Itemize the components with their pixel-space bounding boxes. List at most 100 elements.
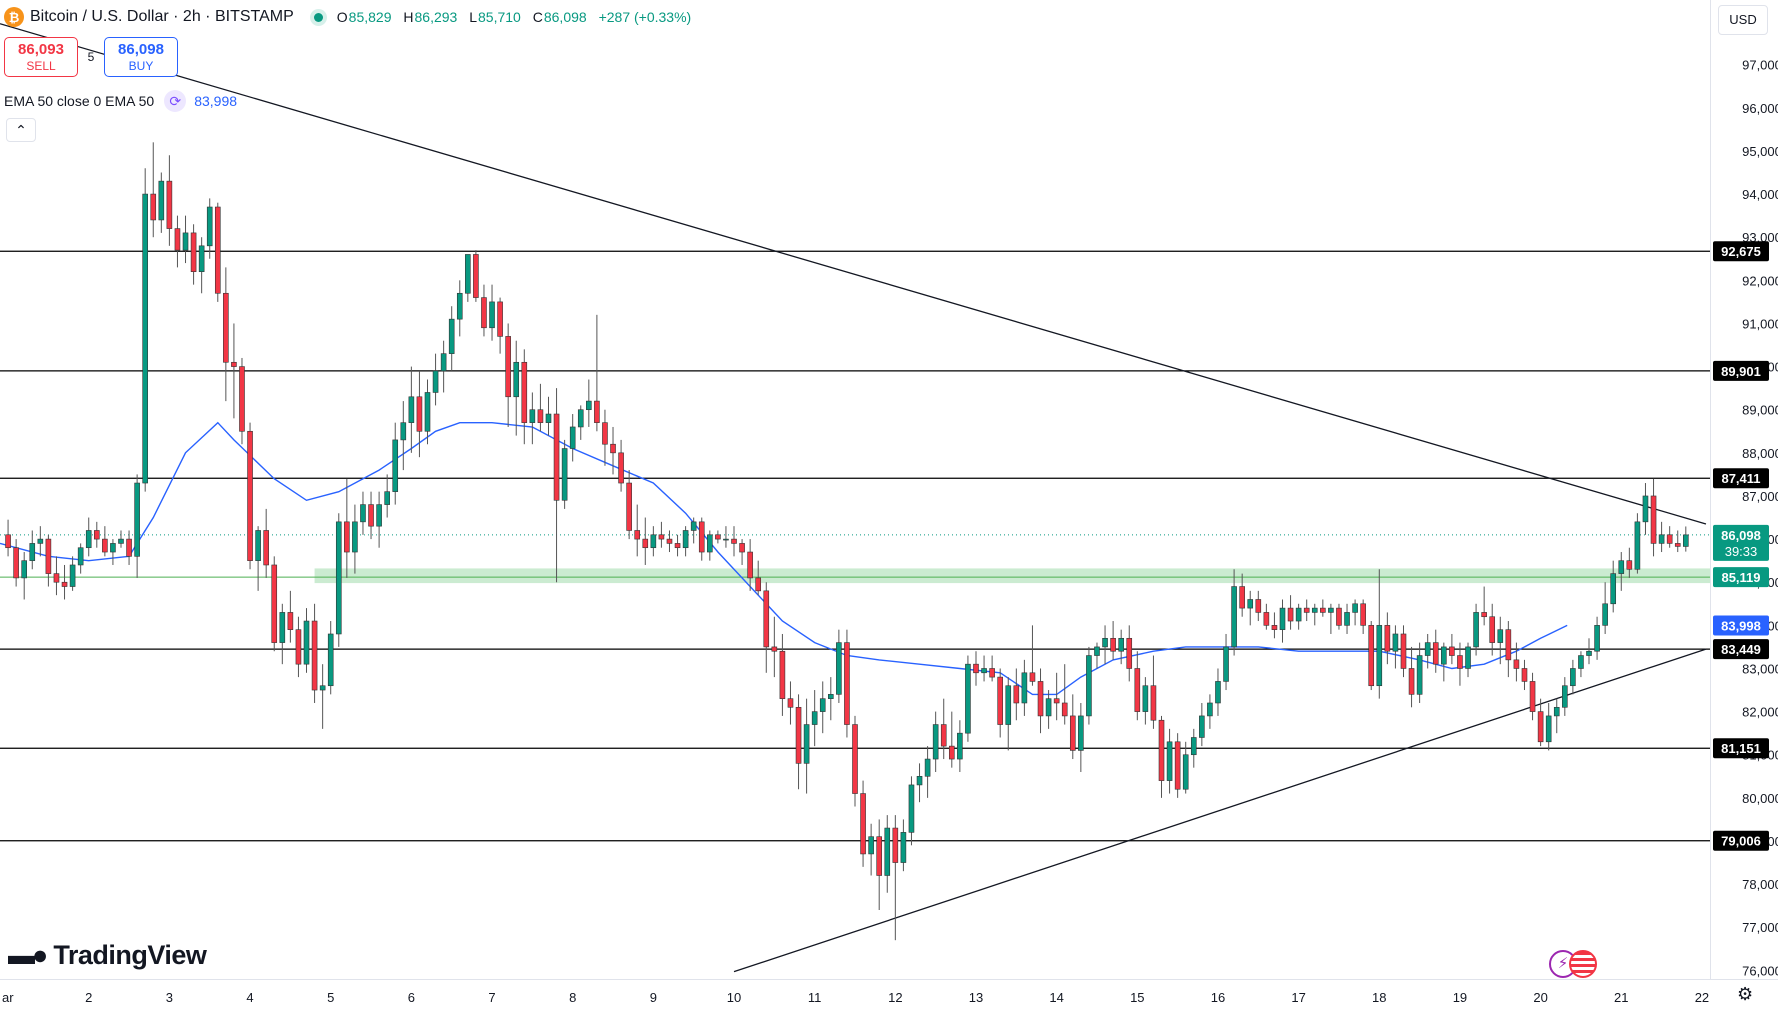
candle-body xyxy=(1658,534,1665,544)
candle xyxy=(626,470,632,540)
candle-body xyxy=(787,698,794,708)
candle xyxy=(271,556,278,652)
candle-body xyxy=(126,538,132,557)
price-level-tag-text: 92,675 xyxy=(1721,244,1761,259)
candle xyxy=(682,526,689,557)
candle-body xyxy=(1344,612,1350,626)
candle-body xyxy=(1416,655,1423,695)
candle-body xyxy=(900,832,907,863)
candle-body xyxy=(174,228,181,251)
candle-body xyxy=(1255,599,1262,613)
candle-body xyxy=(658,534,665,540)
candle xyxy=(1400,625,1407,678)
candle xyxy=(634,504,641,557)
time-tick-label: 8 xyxy=(569,990,576,1005)
candle xyxy=(239,357,245,445)
candle-body xyxy=(698,521,705,553)
price-level-tag-bg xyxy=(1713,830,1769,851)
price-level-tag: 81,151 xyxy=(1713,738,1769,759)
symbol-title[interactable]: Bitcoin / U.S. Dollar · 2h · BITSTAMP xyxy=(30,8,294,25)
candle xyxy=(198,237,205,294)
time-tick-label: 7 xyxy=(488,990,495,1005)
candle xyxy=(190,224,197,285)
candle xyxy=(335,513,342,647)
candle-body xyxy=(997,676,1003,725)
candle-body xyxy=(5,534,11,549)
candle xyxy=(448,306,455,371)
candle-body xyxy=(650,534,657,549)
candle-body xyxy=(594,400,600,423)
candle xyxy=(948,711,955,768)
candle-body xyxy=(932,724,939,760)
candle xyxy=(1473,603,1479,656)
candle-body xyxy=(1303,607,1310,613)
news-icons[interactable]: ⚡ xyxy=(1549,950,1597,978)
candle xyxy=(376,491,382,548)
candle xyxy=(424,379,431,445)
candle xyxy=(29,530,36,570)
buy-button[interactable]: 86,098 BUY xyxy=(104,37,178,77)
candle-body xyxy=(1521,668,1528,682)
candle-body xyxy=(1110,637,1116,652)
candle xyxy=(1037,668,1044,734)
candle-body xyxy=(166,180,173,229)
candle-body xyxy=(1368,625,1375,687)
candle-body xyxy=(456,292,463,320)
candle xyxy=(884,815,891,893)
candle xyxy=(1102,625,1108,665)
candle xyxy=(1602,582,1608,634)
candle xyxy=(1271,612,1278,639)
candle xyxy=(1263,603,1270,630)
candle xyxy=(1642,483,1649,535)
time-tick-label: 20 xyxy=(1533,990,1547,1005)
candle xyxy=(1360,599,1366,634)
candle xyxy=(545,396,552,436)
candle xyxy=(1674,530,1681,553)
candle xyxy=(1336,603,1342,630)
ema-legend[interactable]: EMA 50 close 0 EMA 50 ⟳ 83,998 xyxy=(4,90,237,112)
candle xyxy=(594,314,600,432)
symbol-header: ₿ Bitcoin / U.S. Dollar · 2h · BITSTAMP … xyxy=(4,6,699,28)
gear-icon[interactable]: ⚙ xyxy=(1737,984,1754,1004)
price-level-tag: 83,449 xyxy=(1713,639,1769,660)
candle-body xyxy=(739,543,745,553)
candle xyxy=(1303,599,1310,622)
candle-body xyxy=(1150,685,1157,721)
candle xyxy=(610,426,616,475)
candle-body xyxy=(1158,719,1165,781)
candle xyxy=(1150,655,1157,729)
candle-body xyxy=(723,538,729,541)
candle-body xyxy=(1578,655,1584,669)
candle-body xyxy=(295,629,302,665)
candle xyxy=(1207,694,1213,729)
reload-icon[interactable]: ⟳ xyxy=(164,90,187,112)
price-tick-label: 95,000 xyxy=(1742,144,1778,159)
candle-body xyxy=(561,448,568,501)
candle-body xyxy=(1086,655,1092,717)
candle-body xyxy=(1239,586,1245,609)
candle-body xyxy=(344,521,350,553)
us-flag-icon[interactable] xyxy=(1569,950,1597,978)
candle xyxy=(37,526,44,557)
candle xyxy=(1247,590,1254,626)
candle xyxy=(989,655,995,682)
candle xyxy=(93,521,100,548)
candle-body xyxy=(1400,633,1407,669)
time-tick-label: 18 xyxy=(1372,990,1386,1005)
candle-body xyxy=(465,254,471,294)
candle-body xyxy=(61,581,68,587)
sell-button[interactable]: 86,093 SELL xyxy=(4,37,78,77)
price-level-tag-bg xyxy=(1713,567,1769,588)
currency-selector[interactable]: USD xyxy=(1718,5,1768,35)
candle xyxy=(489,284,495,341)
candle-body xyxy=(1489,616,1496,643)
price-level-tag-bg xyxy=(1713,241,1769,262)
trend-line xyxy=(733,648,1707,973)
candle xyxy=(150,142,157,238)
candle xyxy=(666,530,673,553)
chevron-up-icon[interactable]: ⌃ xyxy=(6,118,36,142)
candle-body xyxy=(408,396,415,423)
price-tick-label: 77,000 xyxy=(1742,920,1778,935)
candle xyxy=(1432,629,1439,673)
